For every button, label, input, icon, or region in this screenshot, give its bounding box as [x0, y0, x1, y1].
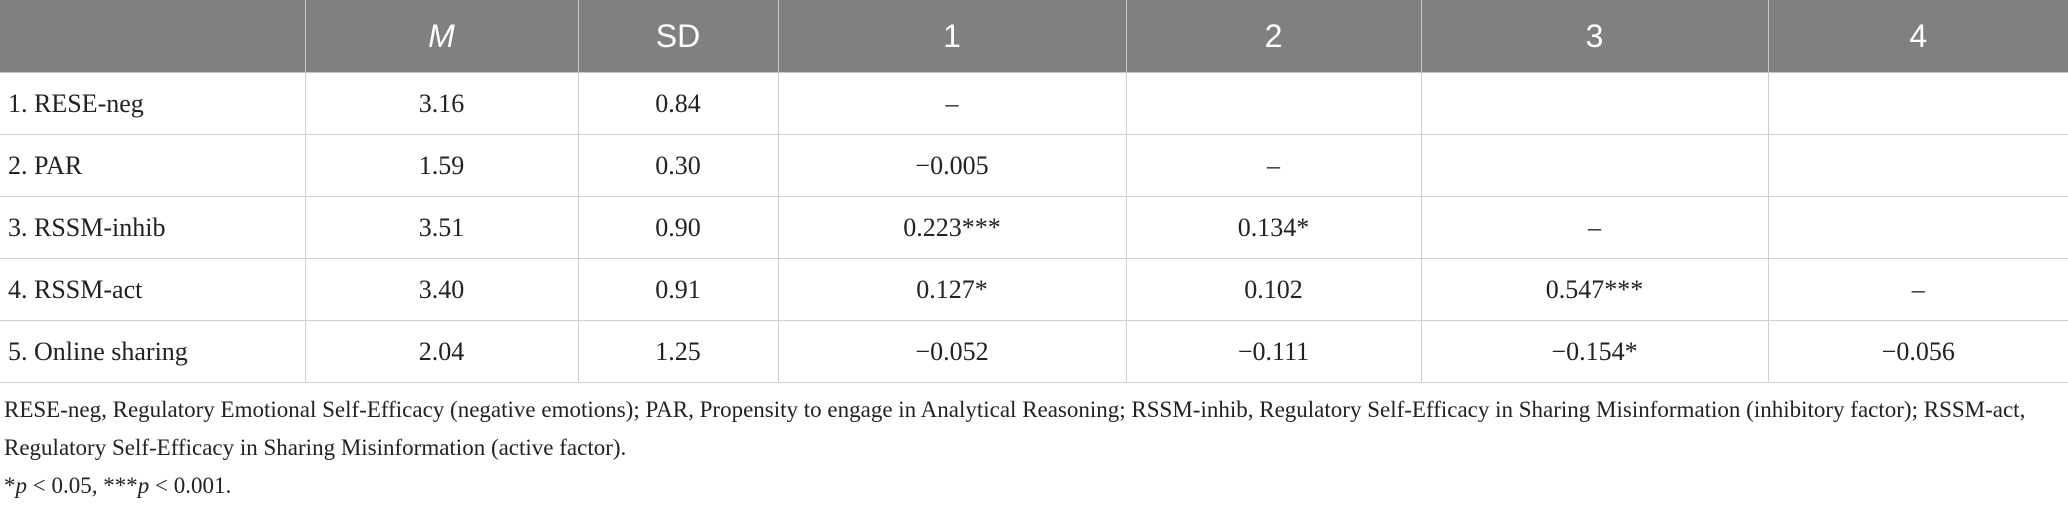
column-header: 3: [1421, 0, 1769, 73]
row-label: 1. RESE-neg: [0, 72, 306, 135]
star-one: *: [4, 473, 16, 498]
column-header: SD: [578, 0, 779, 73]
table-cell: −0.154*: [1421, 320, 1769, 383]
table-cell: 0.223***: [778, 196, 1127, 259]
table-cell: 1.59: [305, 134, 579, 197]
table-cell: –: [1768, 258, 2068, 321]
table-cell: [1421, 134, 1769, 197]
header-row: M SD 1 2 3 4: [0, 0, 2068, 73]
p-symbol: p: [137, 473, 150, 498]
table-row: 4. RSSM-act 3.40 0.91 0.127* 0.102 0.547*** –: [0, 258, 2068, 321]
table-cell: 3.40: [305, 258, 579, 321]
table-cell: [1126, 72, 1422, 135]
significance-note: *p < 0.05, ***p < 0.001.: [4, 467, 2068, 505]
table-cell: 3.51: [305, 196, 579, 259]
threshold-two: < 0.001.: [149, 473, 232, 498]
table-body: 1. RESE-neg 3.16 0.84–2. PAR 1.59 0.30 −0.005…: [0, 72, 2068, 383]
table-cell: 0.547***: [1421, 258, 1769, 321]
table-cell: [1421, 72, 1769, 135]
table-cell: –: [1421, 196, 1769, 259]
table-cell: 0.102: [1126, 258, 1422, 321]
table-row: 1. RESE-neg 3.16 0.84–: [0, 72, 2068, 135]
table-cell: 2.04: [305, 320, 579, 383]
table-cell: –: [1126, 134, 1422, 197]
table-cell: [1768, 72, 2068, 135]
row-label: 5. Online sharing: [0, 320, 306, 383]
table-cell: 1.25: [578, 320, 779, 383]
abbreviations-note: RESE-neg, Regulatory Emotional Self-Effi…: [4, 397, 2026, 460]
table-row: 2. PAR 1.59 0.30 −0.005–: [0, 134, 2068, 197]
threshold-one: < 0.05,: [27, 473, 104, 498]
column-header: 4: [1768, 0, 2068, 73]
table-cell: 0.127*: [778, 258, 1127, 321]
column-header: M: [305, 0, 579, 73]
row-label: 3. RSSM-inhib: [0, 196, 306, 259]
table-cell: 0.30: [578, 134, 779, 197]
table-cell: 0.134*: [1126, 196, 1422, 259]
table-cell: −0.005: [778, 134, 1127, 197]
table-cell: −0.056: [1768, 320, 2068, 383]
table-cell: −0.052: [778, 320, 1127, 383]
table-cell: [1768, 196, 2068, 259]
table-cell: 0.91: [578, 258, 779, 321]
row-label: 2. PAR: [0, 134, 306, 197]
column-header: 1: [778, 0, 1127, 73]
header-empty: [0, 0, 306, 73]
table-cell: –: [778, 72, 1127, 135]
table-row: 5. Online sharing 2.04 1.25 −0.052 −0.111 −0.…: [0, 320, 2068, 383]
table-cell: −0.111: [1126, 320, 1422, 383]
p-symbol: p: [15, 473, 28, 498]
table-cell: [1768, 134, 2068, 197]
table-cell: 0.84: [578, 72, 779, 135]
table-cell: 0.90: [578, 196, 779, 259]
table-row: 3. RSSM-inhib 3.51 0.90 0.223*** 0.134* –: [0, 196, 2068, 259]
star-three: ***: [103, 473, 138, 498]
row-label: 4. RSSM-act: [0, 258, 306, 321]
table-notes: RESE-neg, Regulatory Emotional Self-Effi…: [0, 383, 2068, 505]
table-cell: 3.16: [305, 72, 579, 135]
correlation-table: M SD 1 2 3 4 1. RESE-neg 3.16 0.84–2. PAR 1.59 0.…: [0, 0, 2068, 383]
column-header: 2: [1126, 0, 1422, 73]
